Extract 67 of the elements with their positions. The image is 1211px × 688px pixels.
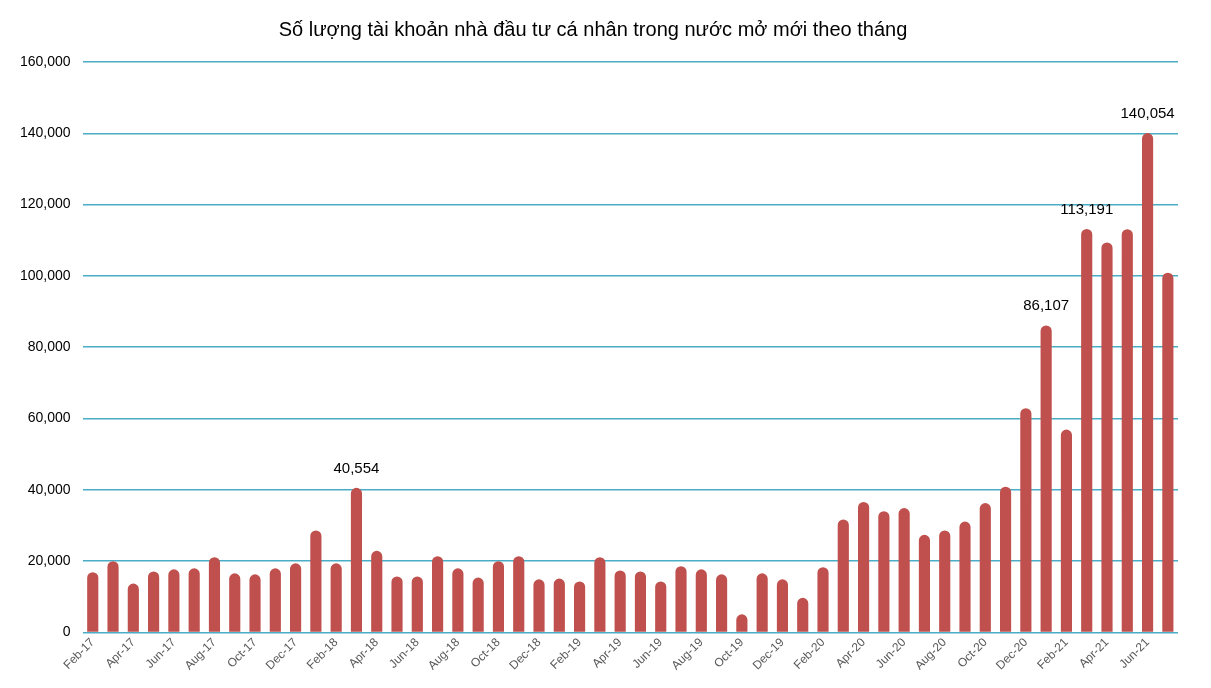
bar bbox=[898, 508, 910, 632]
bar bbox=[229, 573, 241, 632]
y-tick-label: 60,000 bbox=[27, 409, 71, 426]
bar bbox=[411, 576, 423, 632]
bar bbox=[1020, 408, 1032, 632]
bar bbox=[1060, 429, 1073, 632]
bar bbox=[979, 503, 991, 632]
bar bbox=[1162, 272, 1174, 632]
bar bbox=[574, 581, 586, 632]
bar bbox=[939, 530, 951, 632]
bar bbox=[1040, 325, 1052, 632]
bar bbox=[959, 521, 971, 632]
bar bbox=[837, 519, 849, 632]
bar bbox=[776, 579, 789, 632]
bar bbox=[878, 511, 890, 632]
bar bbox=[1000, 486, 1012, 632]
y-tick-label: 0 bbox=[62, 623, 71, 640]
bar bbox=[594, 557, 606, 632]
y-tick-label: 100,000 bbox=[20, 266, 71, 283]
bar bbox=[513, 556, 525, 632]
bar bbox=[634, 571, 647, 632]
y-tick-label: 140,000 bbox=[20, 124, 71, 141]
bar bbox=[858, 501, 870, 632]
bar bbox=[148, 571, 160, 632]
bar bbox=[716, 574, 728, 632]
data-label: 86,107 bbox=[1023, 296, 1070, 314]
bar bbox=[614, 570, 626, 632]
bar bbox=[87, 572, 99, 632]
bar bbox=[371, 550, 383, 632]
bar bbox=[350, 487, 363, 632]
y-tick-label: 80,000 bbox=[27, 338, 71, 355]
bar bbox=[553, 578, 565, 632]
bar bbox=[918, 534, 931, 632]
bar bbox=[756, 573, 768, 632]
bar bbox=[290, 563, 302, 632]
bar bbox=[675, 566, 687, 632]
bar bbox=[208, 557, 221, 632]
data-label: 40,554 bbox=[333, 458, 380, 476]
bar bbox=[817, 567, 829, 632]
bar bbox=[797, 597, 809, 632]
bar bbox=[269, 568, 281, 632]
bar bbox=[107, 561, 119, 632]
bar bbox=[249, 574, 261, 632]
data-label: 113,191 bbox=[1060, 199, 1114, 217]
bar bbox=[127, 583, 139, 632]
y-tick-label: 40,000 bbox=[27, 480, 71, 497]
data-label: 140,054 bbox=[1120, 103, 1175, 121]
bar bbox=[452, 568, 464, 632]
bar bbox=[188, 568, 200, 632]
bar bbox=[432, 556, 444, 632]
y-tick-label: 20,000 bbox=[27, 552, 71, 569]
bar bbox=[492, 561, 505, 632]
bar bbox=[1101, 242, 1113, 632]
bar bbox=[1081, 228, 1093, 632]
bar bbox=[655, 581, 667, 632]
bar bbox=[1121, 229, 1133, 632]
y-tick-label: 120,000 bbox=[20, 195, 71, 212]
bar bbox=[330, 563, 342, 632]
y-tick-label: 160,000 bbox=[20, 52, 71, 69]
bar bbox=[391, 576, 403, 632]
bar bbox=[168, 569, 180, 632]
bar bbox=[695, 569, 707, 632]
bar bbox=[1141, 133, 1154, 632]
bar bbox=[310, 530, 322, 632]
bar bbox=[472, 577, 484, 632]
bar bbox=[533, 579, 545, 632]
chart-title: Số lượng tài khoản nhà đầu tư cá nhân trong nước mở mới theo tháng bbox=[278, 17, 908, 40]
